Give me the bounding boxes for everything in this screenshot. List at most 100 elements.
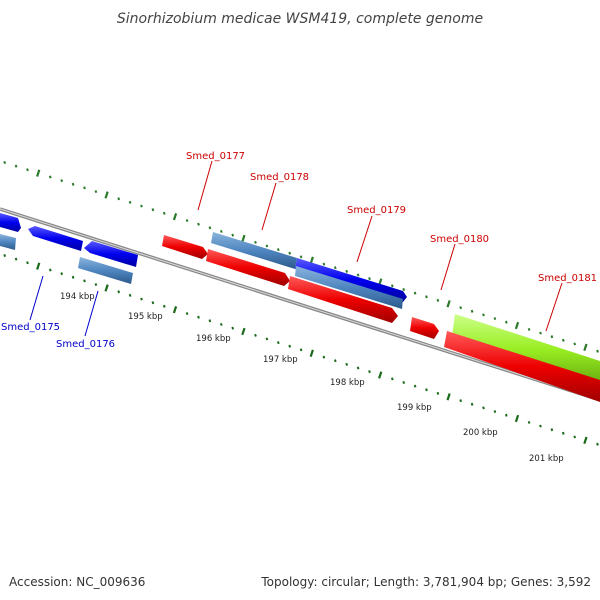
gene-block-0181-red[interactable] <box>444 331 600 402</box>
minor-tick <box>596 349 599 353</box>
minor-tick <box>504 413 508 417</box>
gene-block-0179-blue[interactable] <box>295 258 407 302</box>
minor-tick <box>219 322 223 326</box>
minor-tick <box>596 442 599 446</box>
major-tick <box>514 414 520 423</box>
minor-tick <box>561 338 565 342</box>
minor-tick <box>265 337 269 341</box>
minor-tick <box>482 406 485 410</box>
minor-tick <box>14 257 18 261</box>
minor-tick <box>459 306 463 310</box>
gene-label-smed-0175[interactable]: Smed_0175 <box>1 322 60 333</box>
kbp-label-200: 200 kbp <box>463 428 498 438</box>
minor-tick <box>276 341 280 345</box>
gene-block-0177[interactable] <box>162 235 208 259</box>
kbp-label-194: 194 kbp <box>60 292 95 302</box>
minor-tick <box>197 315 200 319</box>
gene-label-smed-0179[interactable]: Smed_0179 <box>347 205 406 216</box>
minor-tick <box>3 160 7 165</box>
minor-tick <box>162 211 166 215</box>
minor-tick <box>413 291 417 295</box>
minor-tick <box>470 402 474 406</box>
gene-block-0179-steel[interactable] <box>295 266 403 309</box>
gene-block-steel-0176[interactable] <box>78 257 133 284</box>
gene-block-0179-red[interactable] <box>288 276 398 323</box>
minor-tick <box>140 204 143 208</box>
minor-tick <box>459 399 463 403</box>
minor-tick <box>288 344 292 348</box>
minor-tick <box>322 262 326 266</box>
gene-label-smed-0180[interactable]: Smed_0180 <box>430 234 489 245</box>
minor-tick <box>550 428 554 432</box>
major-tick <box>104 284 109 292</box>
major-tick <box>309 349 314 357</box>
minor-tick <box>231 233 235 237</box>
minor-tick <box>390 377 394 381</box>
minor-tick <box>573 435 577 439</box>
minor-tick <box>539 424 542 428</box>
minor-tick <box>322 355 326 359</box>
minor-tick <box>402 287 406 292</box>
minor-tick <box>425 388 428 392</box>
minor-tick <box>83 279 86 283</box>
gene-label-smed-0177[interactable]: Smed_0177 <box>186 151 245 162</box>
gene-label-smed-0176[interactable]: Smed_0176 <box>56 339 115 350</box>
gene-block-0178-red[interactable] <box>206 249 290 286</box>
minor-tick <box>299 348 303 352</box>
minor-tick <box>333 359 337 363</box>
major-tick <box>36 262 41 270</box>
minor-tick <box>14 164 18 168</box>
minor-tick <box>162 304 166 308</box>
accession-text: Accession: NC_009636 <box>9 575 145 589</box>
minor-tick <box>425 295 428 299</box>
major-tick <box>241 234 246 243</box>
kbp-label-198: 198 kbp <box>330 378 365 388</box>
minor-tick <box>83 186 86 190</box>
minor-tick <box>482 313 485 317</box>
minor-tick <box>436 391 440 395</box>
minor-tick <box>26 168 29 172</box>
gene-block-0180[interactable] <box>410 317 439 339</box>
minor-tick <box>48 268 52 272</box>
minor-tick <box>185 219 189 223</box>
gene-block-blue-1[interactable] <box>0 213 21 232</box>
minor-tick <box>26 261 29 265</box>
minor-tick <box>94 283 98 287</box>
minor-tick <box>368 370 371 374</box>
minor-tick <box>231 326 235 330</box>
minor-tick <box>71 182 75 186</box>
gene-label-smed-0178[interactable]: Smed_0178 <box>250 172 309 183</box>
gene-label-smed-0181[interactable]: Smed_0181 <box>538 273 597 284</box>
gene-label-leaders <box>29 160 563 337</box>
minor-tick <box>368 277 371 281</box>
outer-tick-track <box>3 160 599 353</box>
minor-tick <box>333 266 337 270</box>
gene-block-blue-3[interactable] <box>84 241 138 267</box>
minor-tick <box>402 380 406 385</box>
major-tick <box>446 300 451 308</box>
gene-block-0181-lime[interactable] <box>452 314 600 385</box>
major-tick <box>36 169 41 177</box>
genome-backbone <box>0 207 600 402</box>
minor-tick <box>345 269 349 273</box>
minor-tick <box>151 208 155 212</box>
major-tick <box>378 371 383 379</box>
major-tick <box>241 327 246 336</box>
minor-tick <box>527 420 531 424</box>
minor-tick <box>117 290 121 294</box>
kbp-label-201: 201 kbp <box>529 454 564 464</box>
minor-tick <box>299 255 303 259</box>
gene-block-0178-steel[interactable] <box>211 232 297 269</box>
minor-tick <box>561 431 565 435</box>
kbp-label-196: 196 kbp <box>196 334 231 344</box>
gene-block-steel-left[interactable] <box>0 234 16 250</box>
gene-blocks <box>0 213 600 402</box>
gene-block-blue-2[interactable] <box>28 226 83 251</box>
minor-tick <box>60 179 64 183</box>
minor-tick <box>436 298 440 302</box>
minor-tick <box>356 366 360 370</box>
minor-tick <box>60 272 64 276</box>
minor-tick <box>345 362 349 366</box>
minor-tick <box>219 229 223 233</box>
